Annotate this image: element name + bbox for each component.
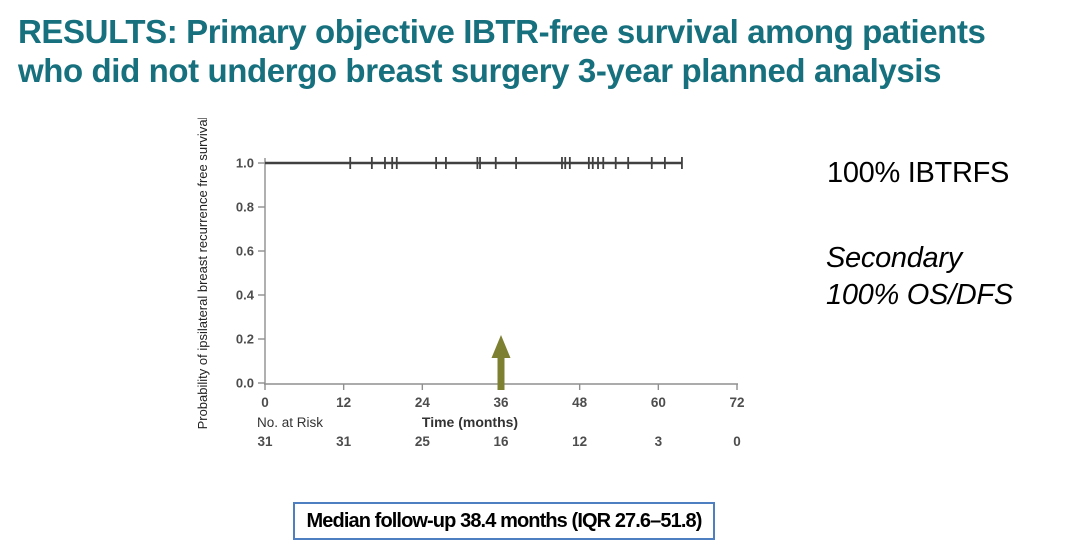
x-tick-label: 48 — [572, 395, 588, 410]
y-tick-label: 0.0 — [236, 376, 254, 391]
median-followup-text: Median follow-up 38.4 months (IQR 27.6–5… — [306, 509, 703, 532]
x-axis-label: Time (months) — [422, 414, 518, 430]
y-tick-label: 0.8 — [236, 200, 254, 215]
x-tick-label: 36 — [493, 395, 509, 410]
at-risk-count: 31 — [257, 434, 273, 449]
y-tick-label: 0.6 — [236, 244, 254, 259]
secondary-label: Secondary — [826, 242, 962, 274]
x-tick-label: 0 — [261, 395, 269, 410]
secondary-value: 100% OS/DFS — [826, 279, 1013, 311]
annotation-arrow-shaft — [497, 354, 505, 390]
at-risk-count: 31 — [336, 434, 352, 449]
primary-result-text: 100% IBTRFS — [827, 157, 1010, 189]
at-risk-count: 16 — [493, 434, 509, 449]
x-tick-label: 60 — [651, 395, 666, 410]
x-tick-label: 24 — [415, 395, 431, 410]
annotation-arrow-icon — [491, 335, 511, 358]
x-tick-label: 12 — [336, 395, 351, 410]
y-tick-label: 0.2 — [236, 332, 254, 347]
slide-title: RESULTS: Primary objective IBTR-free sur… — [18, 12, 1078, 90]
secondary-result-text: Secondary 100% OS/DFS — [826, 240, 1013, 314]
y-tick-label: 0.4 — [236, 288, 255, 303]
at-risk-label: No. at Risk — [257, 415, 323, 430]
y-tick-label: 1.0 — [236, 156, 254, 171]
at-risk-count: 12 — [572, 434, 587, 449]
title-line-2: who did not undergo breast surgery 3-yea… — [18, 52, 942, 89]
at-risk-count: 25 — [415, 434, 431, 449]
km-chart-svg: 0.0 0.2 0.4 0.6 0.8 1.0 0 12 24 36 48 60 72 Probabili… — [195, 116, 745, 449]
km-chart: 0.0 0.2 0.4 0.6 0.8 1.0 0 12 24 36 48 60 72 Probabili… — [185, 116, 755, 453]
median-followup-box: Median follow-up 38.4 months (IQR 27.6–5… — [293, 502, 715, 540]
x-tick-label: 72 — [729, 395, 744, 410]
at-risk-count: 3 — [655, 434, 663, 449]
at-risk-count: 0 — [733, 434, 741, 449]
y-axis-label: Probability of ipsilateral breast recurr… — [195, 118, 210, 429]
title-line-1: RESULTS: Primary objective IBTR-free sur… — [18, 13, 986, 50]
